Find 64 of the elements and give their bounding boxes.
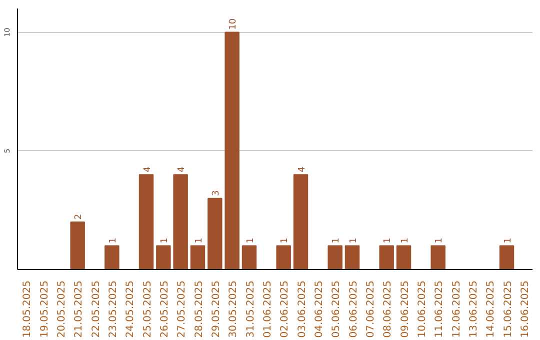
x-tick-label: 11.06.2025 bbox=[434, 280, 446, 338]
x-tick-label: 31.05.2025 bbox=[245, 280, 256, 338]
x-tick-label: 15.06.2025 bbox=[502, 280, 514, 338]
x-tick-label: 03.06.2025 bbox=[296, 280, 308, 338]
bar bbox=[242, 245, 257, 270]
x-tick-label: 27.05.2025 bbox=[176, 280, 188, 338]
x-tick-label: 18.05.2025 bbox=[22, 280, 34, 338]
x-tick-label: 05.06.2025 bbox=[331, 280, 342, 338]
data-label: 1 bbox=[246, 238, 256, 244]
x-tick-label: 29.05.2025 bbox=[210, 280, 222, 338]
data-label: 4 bbox=[177, 166, 188, 172]
x-tick-label: 08.06.2025 bbox=[382, 280, 394, 338]
x-tick-label: 16.06.2025 bbox=[520, 280, 531, 338]
x-tick-label: 30.05.2025 bbox=[228, 280, 240, 338]
x-tick-label: 13.06.2025 bbox=[468, 280, 480, 338]
bar bbox=[138, 174, 154, 270]
x-tick-label: 23.05.2025 bbox=[108, 280, 119, 338]
bar bbox=[173, 174, 188, 270]
data-label: 4 bbox=[297, 166, 308, 172]
data-label: 1 bbox=[383, 238, 394, 244]
x-tick-label: 21.05.2025 bbox=[74, 280, 85, 338]
x-tick-label: 02.06.2025 bbox=[280, 280, 291, 338]
x-tick-label: 28.05.2025 bbox=[194, 280, 205, 338]
bar bbox=[328, 245, 342, 270]
x-tick-label: 26.05.2025 bbox=[159, 280, 170, 338]
x-tick-label: 06.06.2025 bbox=[348, 280, 360, 338]
x-tick-label: 22.05.2025 bbox=[90, 280, 102, 338]
bar bbox=[344, 245, 360, 270]
bar bbox=[293, 174, 308, 270]
data-label: 1 bbox=[194, 238, 204, 244]
data-label: 10 bbox=[228, 18, 239, 30]
data-label: 1 bbox=[503, 238, 514, 244]
bar bbox=[276, 245, 291, 270]
x-tick-label: 07.06.2025 bbox=[365, 280, 376, 338]
data-label: 1 bbox=[400, 238, 410, 244]
x-tick-label: 10.06.2025 bbox=[416, 280, 428, 338]
x-tick-label: 12.06.2025 bbox=[451, 280, 462, 338]
bar bbox=[499, 245, 514, 270]
bar bbox=[430, 245, 446, 270]
x-tick-label: 25.05.2025 bbox=[142, 280, 154, 338]
data-label: 1 bbox=[332, 238, 342, 244]
data-label: 1 bbox=[108, 238, 118, 244]
x-tick-label: 24.05.2025 bbox=[125, 280, 136, 338]
data-label: 4 bbox=[142, 166, 153, 172]
data-label: 2 bbox=[74, 214, 84, 220]
x-tick-label: 20.05.2025 bbox=[56, 280, 68, 338]
data-label: 1 bbox=[434, 238, 445, 244]
data-label: 1 bbox=[280, 238, 290, 244]
bar bbox=[224, 32, 240, 270]
x-tick-label: 14.06.2025 bbox=[486, 280, 497, 338]
data-label: 3 bbox=[211, 190, 222, 196]
bar bbox=[379, 245, 394, 270]
x-tick-label: 19.05.2025 bbox=[39, 280, 50, 338]
bar bbox=[104, 245, 120, 270]
bar bbox=[156, 245, 171, 270]
x-tick-label: 04.06.2025 bbox=[314, 280, 325, 338]
x-tick-label: 01.06.2025 bbox=[262, 280, 274, 338]
bar bbox=[396, 245, 412, 270]
data-label: 1 bbox=[160, 238, 170, 244]
data-label: 1 bbox=[348, 238, 359, 244]
bar bbox=[208, 198, 222, 270]
x-tick-label: 09.06.2025 bbox=[400, 280, 411, 338]
bar bbox=[70, 222, 85, 270]
bar bbox=[190, 245, 206, 270]
